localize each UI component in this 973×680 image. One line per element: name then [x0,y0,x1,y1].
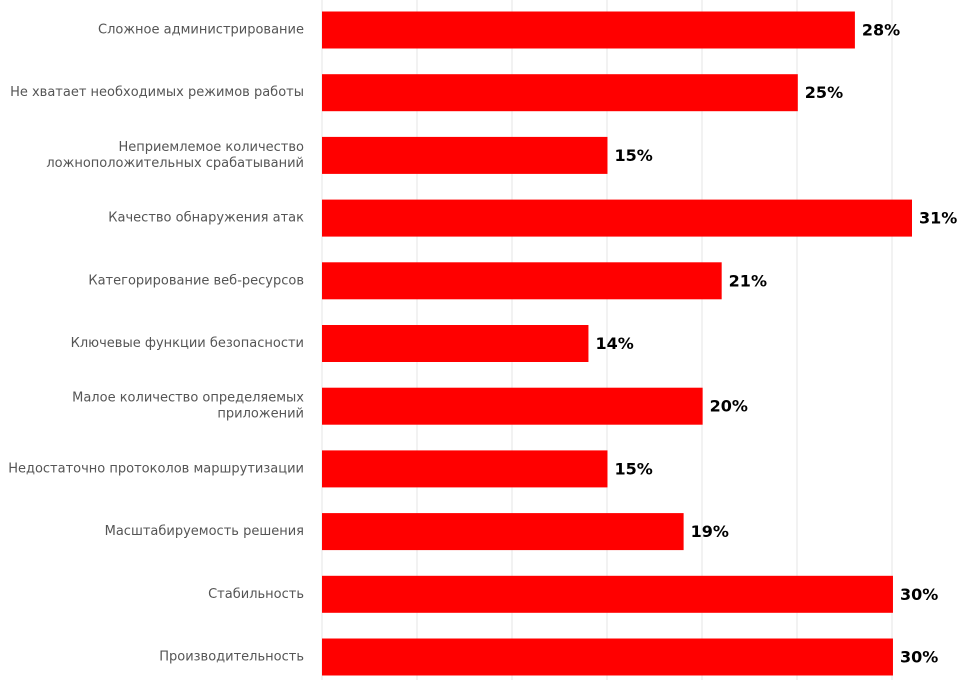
value-label-4: 21% [729,271,767,290]
bar-6 [322,387,703,425]
bar-8 [322,513,684,551]
value-label-8: 19% [691,522,729,541]
category-label-6: Малое количество определяемых приложений [72,391,304,422]
bar-9 [322,575,893,613]
category-label-10-line-0: Производительность [159,650,304,665]
category-label-9-line-0: Стабильность [208,587,304,602]
category-labels: Сложное администрирование Не хватает необ… [8,23,304,665]
value-label-9: 30% [900,585,938,604]
value-label-0: 28% [862,21,900,40]
value-label-5: 14% [595,334,633,353]
bar-10 [322,638,893,676]
category-label-2: Неприемлемое количество ложноположительны… [46,140,304,171]
bar-2 [322,136,608,174]
category-label-8: Масштабируемость решения [105,524,304,539]
category-label-1: Не хватает необходимых режимов работы [10,85,304,100]
category-label-4-line-0: Категорирование веб-ресурсов [88,273,304,288]
value-label-6: 20% [710,397,748,416]
category-label-3-line-0: Качество обнаружения атак [108,211,304,226]
value-label-3: 31% [919,209,957,228]
bar-7 [322,450,608,488]
value-label-1: 25% [805,83,843,102]
category-label-10: Производительность [159,650,304,665]
category-label-6-line-0: Малое количество определяемых [72,391,304,406]
category-label-0: Сложное администрирование [98,23,304,38]
category-label-4: Категорирование веб-ресурсов [88,273,304,288]
category-label-2-line-1: ложноположительных срабатываний [46,156,304,171]
value-label-2: 15% [614,146,652,165]
category-label-5: Ключевые функции безопасности [71,336,304,351]
category-label-5-line-0: Ключевые функции безопасности [71,336,304,351]
bar-4 [322,262,722,300]
bar-5 [322,325,589,362]
value-label-10: 30% [900,648,938,667]
value-labels: 28% 25% 15% 31% 21% 14% 20% 15% 19% 30% 30% [595,21,957,667]
category-label-6-line-1: приложений [217,407,304,422]
bar-3 [322,199,912,237]
bar-1 [322,74,798,112]
category-label-3: Качество обнаружения атак [108,211,304,226]
category-label-1-line-0: Не хватает необходимых режимов работы [10,85,304,100]
bar-0 [322,11,855,49]
category-label-7-line-0: Недостаточно протоколов маршрутизации [8,461,304,476]
category-label-8-line-0: Масштабируемость решения [105,524,304,539]
bars [322,11,912,676]
category-label-2-line-0: Неприемлемое количество [118,140,304,155]
value-label-7: 15% [614,459,652,478]
category-label-7: Недостаточно протоколов маршрутизации [8,461,304,476]
category-label-0-line-0: Сложное администрирование [98,23,304,38]
category-label-9: Стабильность [208,587,304,602]
